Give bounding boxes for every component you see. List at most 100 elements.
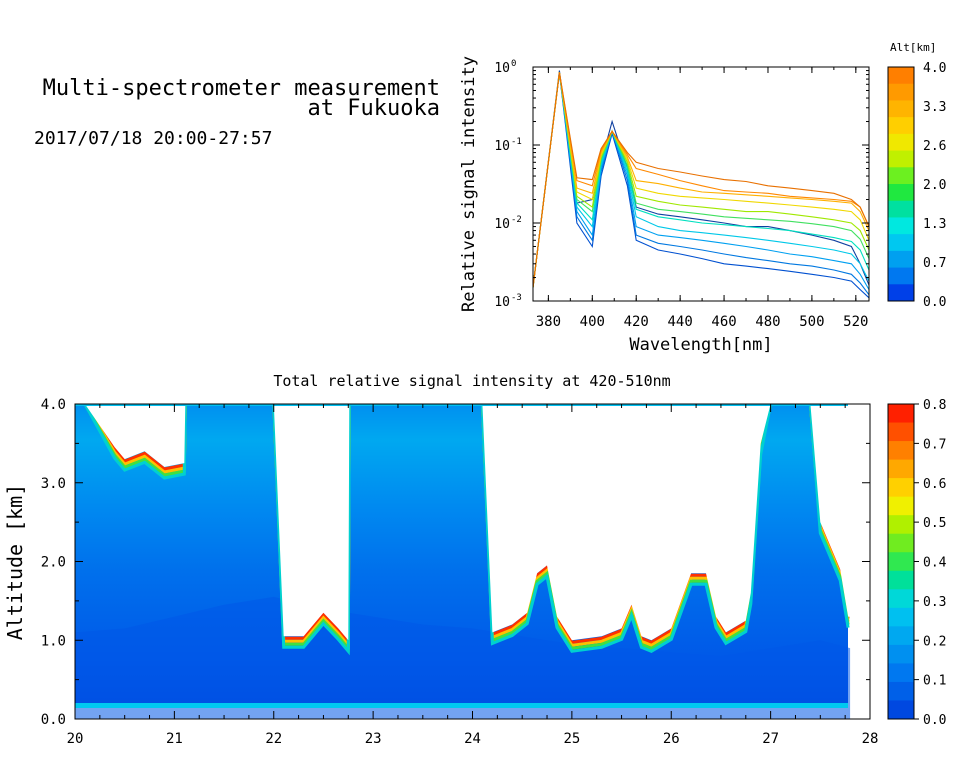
altitude-colorbar-cell [888,250,914,269]
intensity-colorbar-cell [888,459,914,479]
spectrum-x-tick-label: 440 [667,314,692,330]
intensity-colorbar-cell [888,478,914,498]
spectrum-y-tick-exponent: -3 [511,293,522,303]
altitude-colorbar-cell [888,284,914,302]
intensity-colorbar-label: 0.5 [923,516,946,531]
spectrum-y-tick-label: 10 [494,139,510,154]
spectrum-series-line [533,72,869,288]
spectrum-x-axis-label: Wavelength[nm] [629,335,772,355]
spectrum-series-line [533,72,869,299]
spectrum-series-line [533,72,869,288]
heatmap-x-tick-label: 21 [166,731,183,747]
altitude-colorbar-cell [888,217,914,235]
spectrum-y-tick-exponent: -2 [511,215,522,225]
heatmap-y-tick-label: 4.0 [41,397,66,413]
intensity-colorbar-label: 0.1 [923,674,946,689]
altitude-colorbar-cell [888,234,914,252]
intensity-colorbar-cell [888,404,914,424]
spectrum-series-group [533,70,869,299]
altitude-colorbar-cell [888,184,914,202]
altitude-heatmap: Total relative signal intensity at 420-5… [3,372,878,747]
intensity-colorbar-label: 0.7 [923,437,946,452]
spectrum-x-tick-label: 460 [711,314,736,330]
altitude-colorbar-label: 0.0 [923,295,946,310]
altitude-colorbar-cell [888,83,914,101]
spectrum-y-tick-label: 10 [494,61,510,76]
spectrum-x-tick-label: 380 [536,314,561,330]
heatmap-x-tick-label: 27 [762,731,779,747]
intensity-colorbar-label: 0.4 [923,556,947,571]
heatmap-surface-band [75,703,848,708]
heatmap-x-tick-label: 20 [67,731,84,747]
spectrum-x-tick-label: 400 [580,314,605,330]
heatmap-x-tick-label: 24 [464,731,481,747]
altitude-colorbar-cell [888,67,914,85]
altitude-colorbar-cell [888,200,914,218]
heatmap-x-tick-label: 26 [663,731,680,747]
spectrum-x-tick-label: 520 [843,314,868,330]
altitude-colorbar-frame [887,66,915,302]
heatmap-x-tick-label: 28 [862,731,879,747]
intensity-colorbar-cell [888,681,914,701]
spectrum-plot-frame [532,66,870,302]
heatmap-y-tick-label: 3.0 [41,476,66,492]
altitude-colorbar-cell [888,267,914,285]
spectrum-y-tick-exponent: -1 [511,137,522,147]
intensity-colorbar-cell [888,589,914,609]
spectrum-y-tick-label: 10 [494,295,510,310]
spectrum-y-axis-label: Relative signal intensity [459,56,479,312]
intensity-colorbar-cell [888,441,914,461]
altitude-colorbar-label: 0.7 [923,256,946,271]
altitude-colorbar-cell [888,100,914,118]
heatmap-y-axis-label: Altitude [km] [3,484,27,641]
spectrum-series-line [533,72,869,290]
heatmap-cloud-void [75,404,870,641]
heatmap-y-tick-label: 1.0 [41,633,66,649]
intensity-colorbar-cell [888,700,914,720]
intensity-colorbar-label: 0.8 [923,398,946,413]
altitude-colorbar-cell [888,133,914,152]
intensity-colorbar-label: 0.3 [923,595,946,610]
intensity-colorbar-cell [888,422,914,442]
intensity-colorbar-cell [888,663,914,683]
heatmap-top-band [75,404,848,406]
altitude-colorbar-label: 1.3 [923,217,946,232]
heatmap-x-tick-label: 25 [563,731,580,747]
spectrum-series-line [533,72,869,296]
intensity-colorbar-label: 0.0 [923,713,946,728]
spectrum-x-tick-label: 420 [624,314,649,330]
altitude-colorbar: Alt[km] 4.0 3.3 2.6 2.0 1.3 0.7 0.0 [887,41,946,310]
altitude-colorbar-title: Alt[km] [890,41,936,54]
spectrum-series-line [533,72,869,288]
intensity-colorbar-cell [888,552,914,572]
heatmap-y-tick-label: 0.0 [41,712,66,728]
intensity-colorbar-cell [888,533,914,553]
intensity-colorbar-cell [888,644,914,664]
spectrum-x-tick-label: 480 [755,314,780,330]
intensity-colorbar-cell [888,607,914,627]
altitude-colorbar-label: 2.0 [923,178,946,193]
intensity-colorbar-cell [888,570,914,590]
altitude-colorbar-cell [888,167,914,185]
heatmap-title: Total relative signal intensity at 420-5… [273,372,670,390]
spectrum-series-line [533,72,869,288]
cloud-edge-cyan [75,404,850,656]
altitude-colorbar-cell [888,150,914,168]
heatmap-x-tick-label: 22 [265,731,282,747]
intensity-colorbar-cell [888,496,914,516]
spectrum-y-tick-label: 10 [494,217,510,232]
spectrum-x-tick-label: 500 [799,314,824,330]
intensity-colorbar-cell [888,515,914,535]
spectrum-y-tick-exponent: 0 [511,59,516,69]
altitude-colorbar-label: 3.3 [923,100,946,115]
measurement-datetime: 2017/07/18 20:00-27:57 [34,128,273,149]
heatmap-x-tick-label: 23 [365,731,382,747]
altitude-colorbar-label: 4.0 [923,61,946,76]
heatmap-y-tick-label: 2.0 [41,555,66,571]
page-title-location: at Fukuoka [307,96,440,121]
spectrum-series-line [533,72,869,288]
altitude-colorbar-cell [888,117,914,135]
spectrum-series-line [533,72,869,288]
